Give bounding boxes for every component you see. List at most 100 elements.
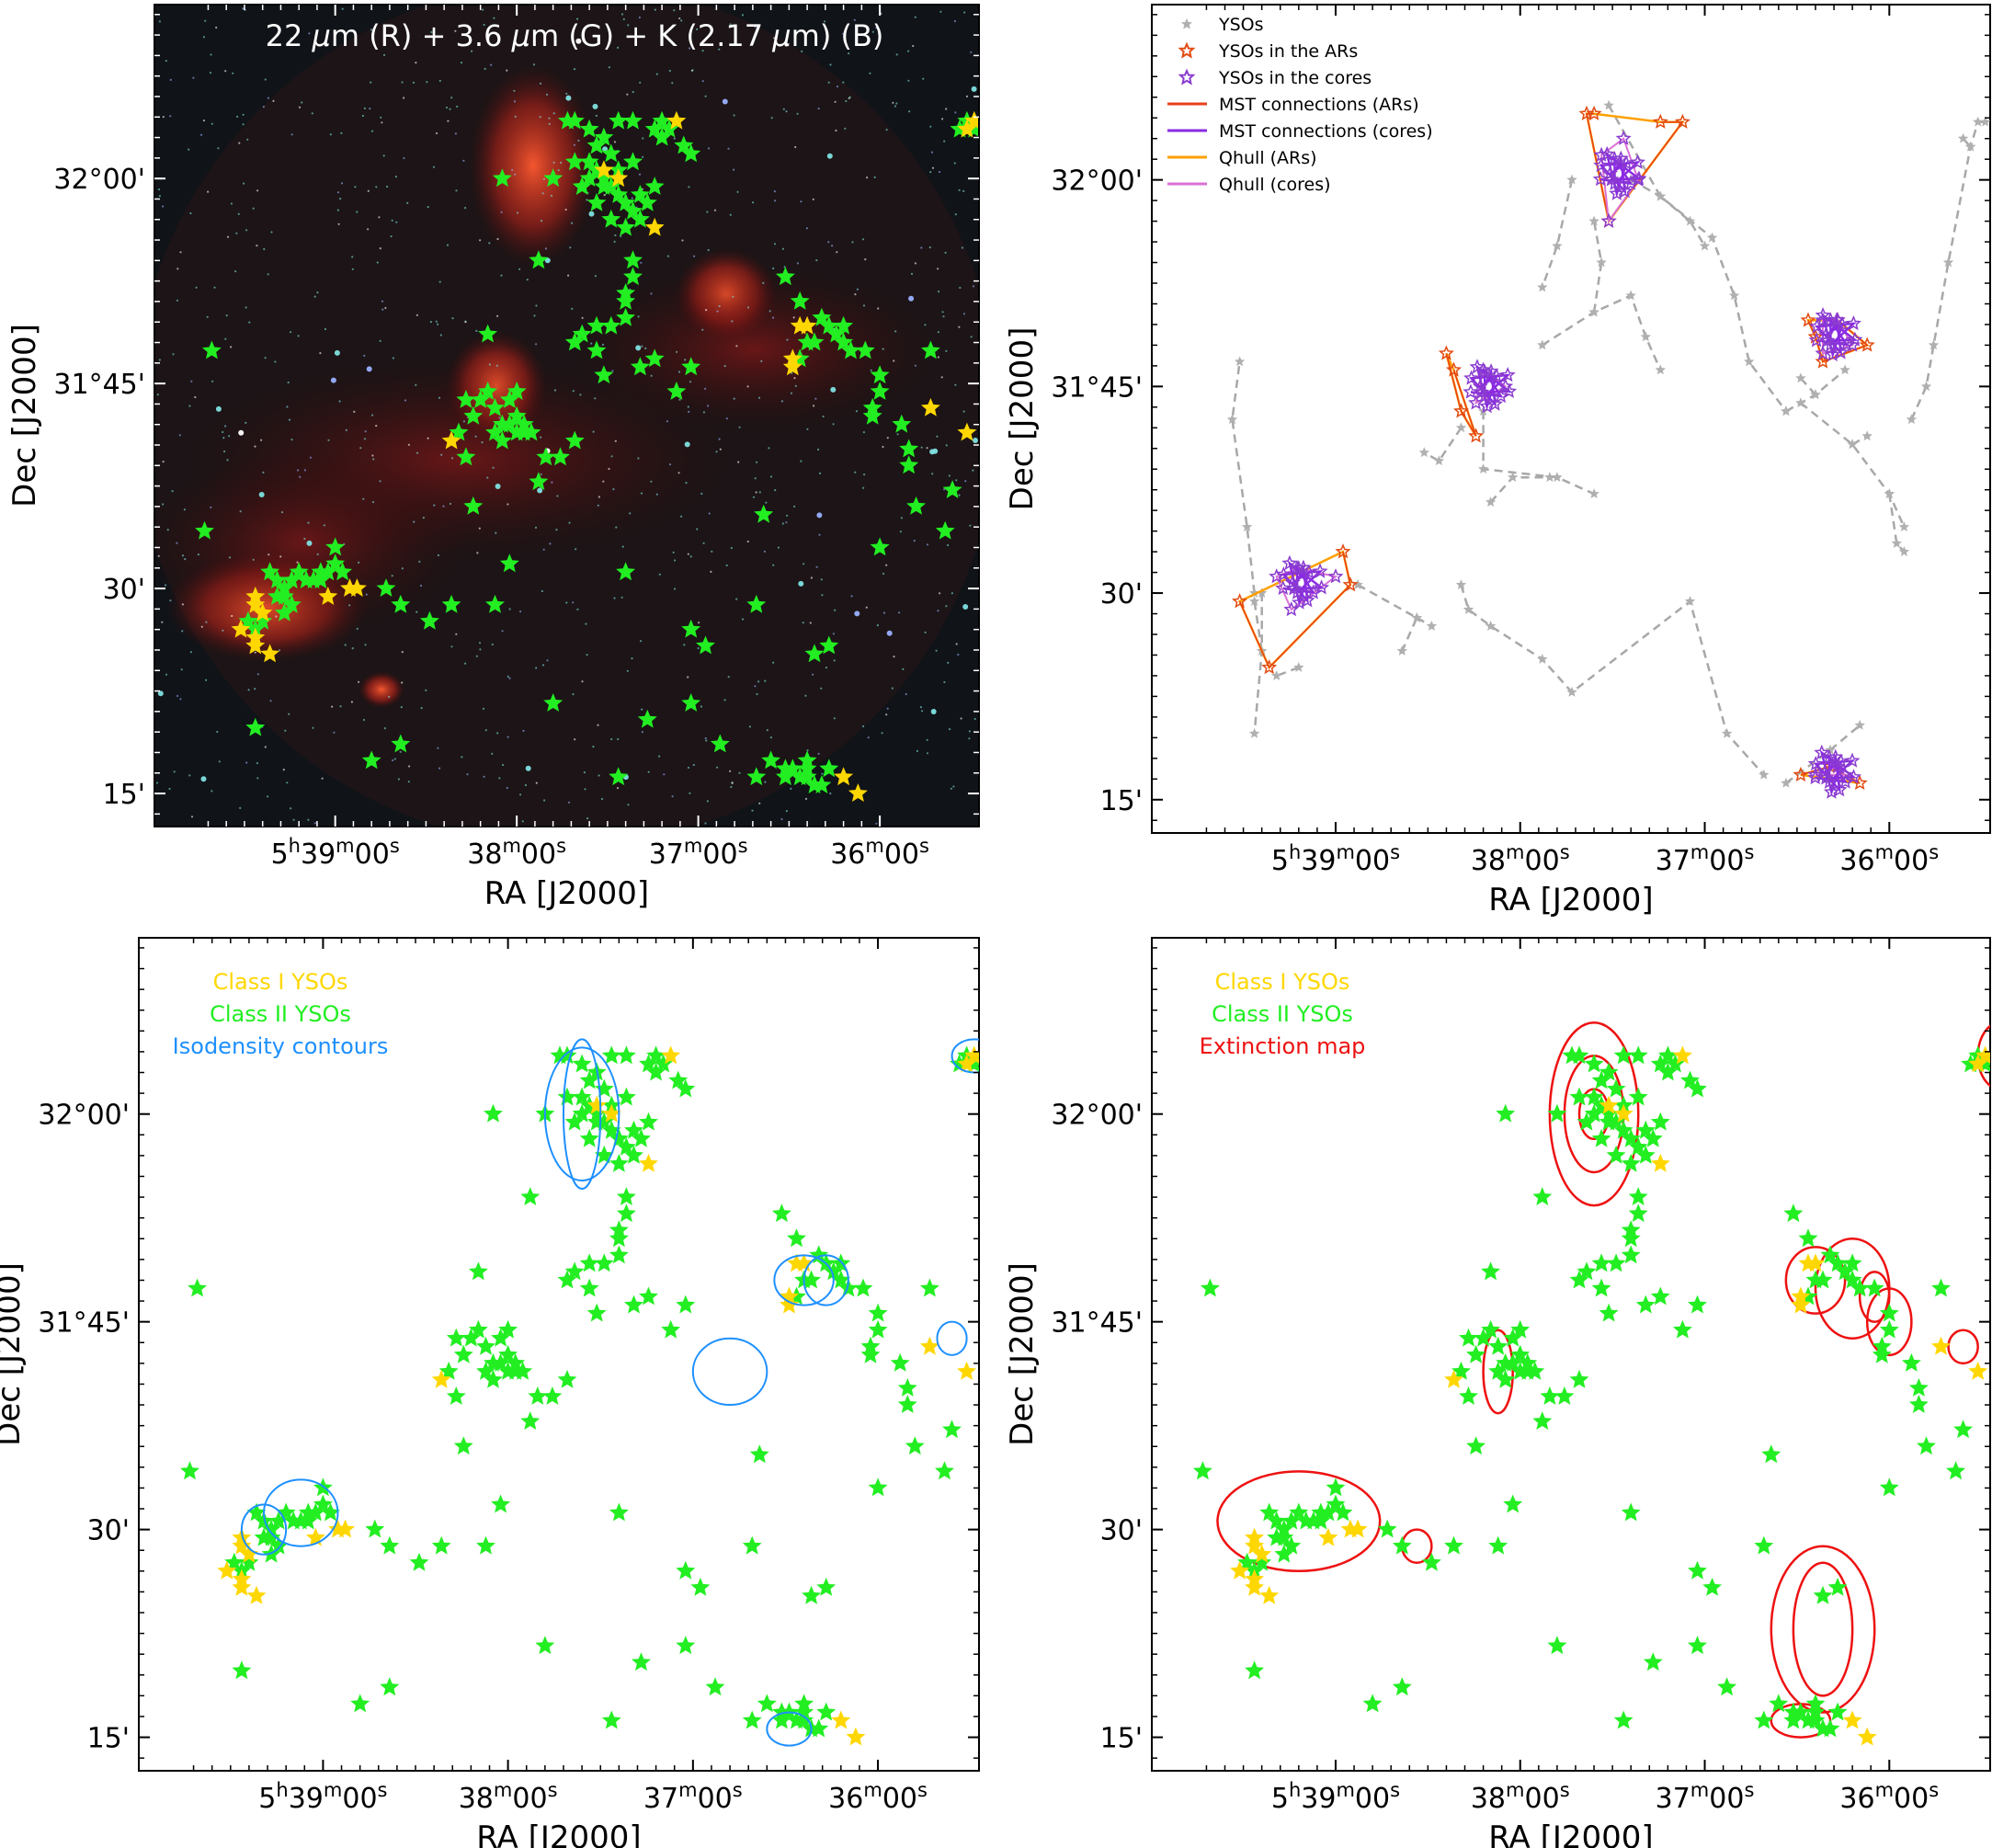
field-star <box>700 705 703 708</box>
field-star <box>885 564 888 566</box>
class2-yso-point <box>551 447 570 466</box>
field-star <box>943 680 946 684</box>
field-star <box>592 746 595 748</box>
field-star <box>965 95 969 97</box>
field-star <box>610 455 613 458</box>
y-tick-label: 32°00' <box>1051 165 1143 198</box>
class2-yso-point <box>775 767 795 786</box>
field-star <box>363 107 366 109</box>
class2-yso-point <box>623 152 643 171</box>
field-star <box>303 469 306 472</box>
class2-yso-point <box>746 594 767 613</box>
yso-grey-point <box>1684 215 1696 226</box>
yso-grey-point <box>1552 472 1563 483</box>
class2-yso-point <box>639 1112 658 1131</box>
field-star <box>674 559 677 562</box>
field-star <box>165 60 167 63</box>
class2-yso-point <box>376 578 396 597</box>
field-star <box>234 270 237 273</box>
class2-yso-point <box>601 315 621 335</box>
y-tick-label: 30' <box>103 574 145 606</box>
field-star <box>638 173 642 176</box>
class2-yso-point <box>1657 1045 1678 1065</box>
class2-yso-point <box>1281 1535 1302 1555</box>
field-star <box>710 570 712 574</box>
class2-yso-point <box>1635 1120 1656 1139</box>
yso-core-point <box>1475 361 1492 377</box>
field-star <box>642 137 644 140</box>
field-star <box>354 186 357 188</box>
class2-yso-point <box>690 1577 711 1596</box>
yso-grey-point <box>1234 356 1246 367</box>
class2-yso-point <box>1650 1054 1670 1073</box>
yso-core-point <box>1600 212 1617 228</box>
field-star <box>264 78 267 81</box>
field-star <box>733 397 735 400</box>
field-star <box>340 182 344 185</box>
field-star <box>535 667 538 669</box>
class2-yso-point <box>224 1552 245 1571</box>
contour-line <box>802 1254 849 1306</box>
field-star <box>809 622 812 624</box>
class2-yso-point <box>1318 1502 1338 1522</box>
field-star <box>391 575 393 577</box>
field-star <box>199 133 203 136</box>
class2-yso-point <box>180 1461 199 1480</box>
class2-yso-point <box>819 635 839 655</box>
field-star <box>962 189 965 192</box>
field-star <box>571 222 574 224</box>
class2-yso-point <box>1842 1253 1862 1272</box>
field-star <box>939 10 942 13</box>
class2-yso-point <box>601 1120 621 1139</box>
field-star <box>245 421 247 424</box>
yso-grey-point <box>1226 414 1238 425</box>
class2-yso-point <box>1274 1544 1294 1563</box>
class2-yso-point <box>601 1045 621 1065</box>
yso-ar-point <box>1800 312 1816 327</box>
field-star <box>958 188 961 191</box>
tr-legend-label: YSOs in the ARs <box>1218 41 1358 62</box>
field-star <box>704 736 707 740</box>
field-star <box>862 431 866 434</box>
class2-yso-point <box>1628 1187 1648 1205</box>
field-star <box>747 306 750 309</box>
field-star <box>553 389 557 392</box>
br-legend-class1: Class I YSOs <box>1215 969 1350 995</box>
field-star <box>833 659 836 662</box>
class2-yso-point <box>601 1710 621 1729</box>
yso-grey-point <box>1891 538 1903 548</box>
field-star <box>620 13 624 16</box>
yso-core-point <box>1469 359 1485 374</box>
class2-yso-point <box>188 1278 208 1297</box>
class2-yso-point <box>681 619 701 638</box>
field-star <box>610 737 613 741</box>
class2-yso-point <box>1481 1261 1501 1281</box>
yso-ar-point <box>1793 766 1809 782</box>
class2-yso-point <box>1621 1128 1641 1147</box>
field-star <box>336 191 340 194</box>
field-star <box>435 131 438 135</box>
field-star <box>440 453 443 456</box>
field-star <box>202 36 206 39</box>
class1-yso-point <box>1613 1103 1633 1123</box>
field-star <box>939 170 941 174</box>
field-star <box>772 267 775 269</box>
class1-yso-point <box>797 315 817 335</box>
class2-yso-point <box>812 775 832 793</box>
field-star <box>365 593 368 596</box>
x-tick-label: 5h39m00s <box>1271 1779 1400 1815</box>
field-star <box>449 108 451 110</box>
field-star <box>565 92 568 95</box>
field-star <box>246 138 249 141</box>
field-star <box>303 537 306 541</box>
class2-yso-point <box>1805 1270 1826 1289</box>
field-star <box>254 688 256 690</box>
field-star <box>442 505 445 508</box>
class2-yso-point <box>661 1319 681 1339</box>
field-star <box>773 243 777 245</box>
class1-yso-point <box>957 119 977 138</box>
class1-yso-point <box>794 1253 814 1272</box>
field-star <box>862 33 865 36</box>
field-star <box>637 315 640 318</box>
contour-line <box>1784 1246 1847 1315</box>
